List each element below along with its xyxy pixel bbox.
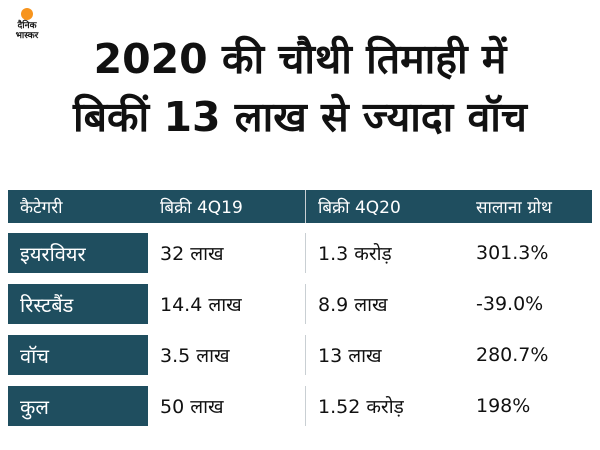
header-sales-4q20: बिक्री 4Q20 <box>318 198 401 218</box>
header-annual-growth: सालाना ग्रोथ <box>476 198 552 218</box>
table-row: रिस्टबैंड 14.4 लाख 8.9 लाख -39.0% <box>8 284 592 324</box>
sales-4q20-value: 13 लाख <box>318 345 382 367</box>
category-label: इयरवियर <box>8 233 148 273</box>
growth-value: 198% <box>476 395 531 417</box>
growth-value: -39.0% <box>476 293 544 315</box>
sun-icon <box>21 8 33 20</box>
category-label: रिस्टबैंड <box>8 284 148 324</box>
table-row: कुल 50 लाख 1.52 करोड़ 198% <box>8 386 592 426</box>
dainik-bhaskar-logo: दैनिक भास्कर <box>6 6 48 44</box>
sales-table: कैटेगरी बिक्री 4Q19 बिक्री 4Q20 सालाना ग… <box>8 190 592 437</box>
table-row: वॉच 3.5 लाख 13 लाख 280.7% <box>8 335 592 375</box>
logo-line-1: दैनिक <box>17 21 37 31</box>
sales-4q19-value: 14.4 लाख <box>148 284 306 324</box>
sales-4q19-value: 50 लाख <box>148 386 306 426</box>
growth-value: 280.7% <box>476 344 549 366</box>
growth-value: 301.3% <box>476 242 549 264</box>
logo-line-2: भास्कर <box>15 31 39 41</box>
header-category: कैटेगरी <box>20 198 63 218</box>
sales-4q20-value: 1.52 करोड़ <box>318 396 404 418</box>
sales-4q19-value: 3.5 लाख <box>148 335 306 375</box>
table-header-row: कैटेगरी बिक्री 4Q19 बिक्री 4Q20 सालाना ग… <box>8 190 592 223</box>
title-line-2: बिकीं 13 लाख से ज्यादा वॉच <box>73 93 527 141</box>
table-row: इयरवियर 32 लाख 1.3 करोड़ 301.3% <box>8 233 592 273</box>
title-line-1: 2020 की चौथी तिमाही में <box>93 35 507 83</box>
page-title: 2020 की चौथी तिमाही में बिकीं 13 लाख से … <box>0 30 600 146</box>
category-label: वॉच <box>8 335 148 375</box>
sales-4q20-value: 8.9 लाख <box>318 294 388 316</box>
header-sales-4q19: बिक्री 4Q19 <box>148 190 306 223</box>
sales-4q19-value: 32 लाख <box>148 233 306 273</box>
category-label: कुल <box>8 386 148 426</box>
sales-4q20-value: 1.3 करोड़ <box>318 243 392 265</box>
